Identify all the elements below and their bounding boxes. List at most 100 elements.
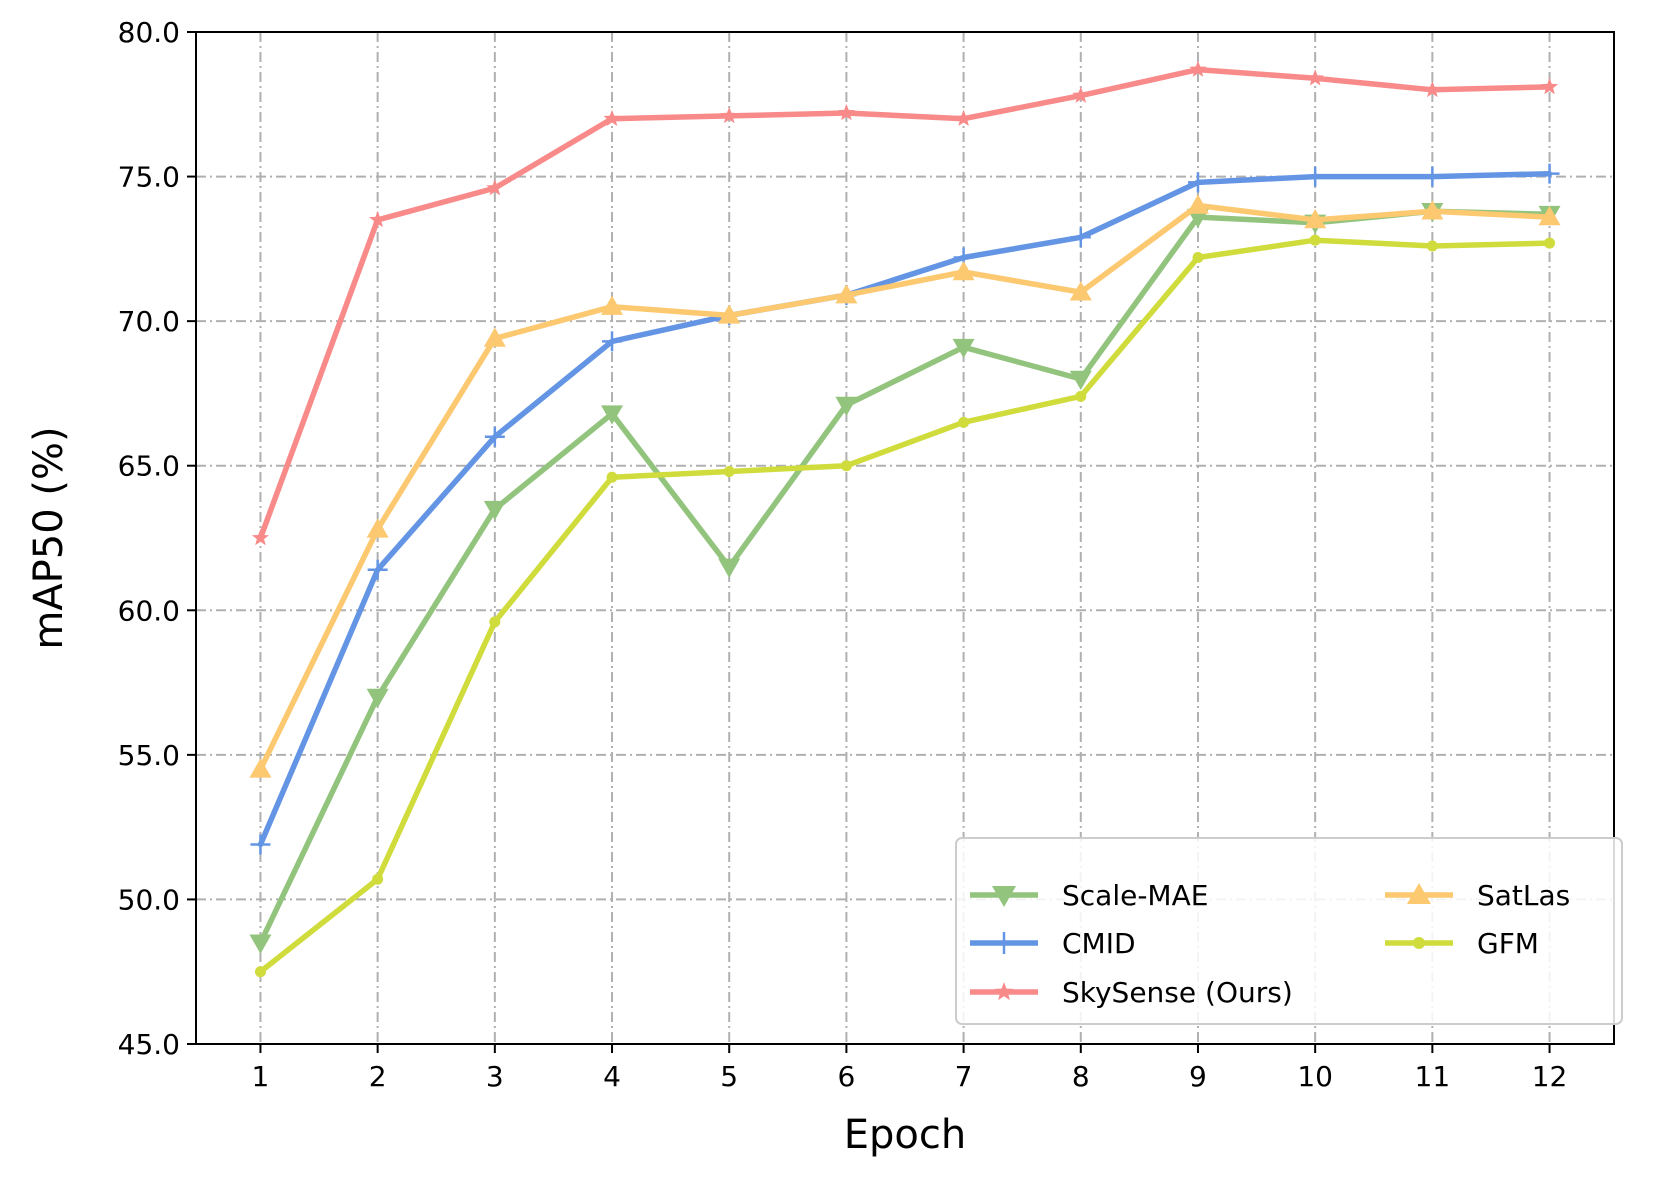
axis-ticks: 1 2 3 4 5 6 7 8 9 10 11 1245.050.055.060.065.070.07… [118,16,1568,1093]
data-point [993,932,1015,954]
x-tick-label: 12 [1532,1060,1568,1093]
data-point [601,295,624,315]
x-tick-label: 4 [603,1060,621,1093]
data-point [602,331,623,352]
x-tick-label: 9 [1189,1060,1207,1093]
x-tick-label: 2 [369,1060,387,1093]
data-point [1426,240,1438,252]
data-point [606,471,618,483]
series-line [257,66,1553,541]
legend-entry: Scale-MAE [970,879,1208,912]
data-point [1422,166,1443,187]
data-point [366,518,389,538]
data-point [835,284,858,304]
data-point [1075,390,1087,402]
data-point [1069,370,1092,390]
y-tick-label: 80.0 [118,16,180,49]
y-tick-label: 45.0 [118,1028,180,1061]
legend-box [955,837,1623,1025]
y-axis-label: mAP50 (%) [26,426,72,649]
y-tick-label: 60.0 [118,594,180,627]
data-point [1192,252,1204,264]
legend-entry: SatLas [1385,879,1570,912]
data-point [1305,166,1326,187]
data-point [484,426,505,447]
data-point [1539,163,1560,184]
data-point [1304,208,1327,229]
x-tick-label: 3 [486,1060,504,1093]
data-point [486,179,504,196]
x-tick-label: 10 [1297,1060,1333,1093]
data-point [840,460,852,472]
data-point [718,304,741,324]
data-point [489,616,501,628]
data-point [1187,172,1208,193]
series-line [257,170,1553,848]
data-point [837,103,855,121]
legend-label: Scale-MAE [1062,879,1208,912]
x-tick-label: 7 [955,1060,973,1093]
data-point [1412,936,1426,950]
data-point [369,210,387,228]
x-tick-label: 1 [252,1060,270,1093]
series-gfm [254,234,1556,978]
legend-label: CMID [1062,927,1136,960]
data-point [1421,200,1444,220]
data-point [992,886,1016,907]
legend-entry: CMID [970,927,1136,960]
data-point [952,260,975,281]
y-tick-label: 75.0 [118,161,180,194]
data-point [372,873,384,885]
data-point [603,109,621,127]
data-point [1423,80,1441,98]
x-tick-label: 5 [720,1060,738,1093]
plot-frame [195,31,1615,1045]
series-layer [249,60,1561,978]
y-tick-label: 70.0 [118,305,180,338]
data-point [601,405,624,425]
legend-entry: GFM [1385,927,1539,960]
x-axis-label: Epoch [844,1112,966,1158]
y-tick-label: 55.0 [118,739,180,772]
legend-entry: SkySense (Ours) [970,976,1293,1009]
data-point [249,934,272,954]
data-point [366,688,389,709]
data-point [254,966,266,978]
legend: Scale-MAE CMID SkySense (Ours) SatLas GFM [955,837,1623,1025]
data-point [1069,281,1092,301]
data-point [249,758,272,778]
y-tick-label: 50.0 [118,883,180,916]
data-point [1538,206,1561,226]
data-point [367,559,388,580]
data-point [1309,234,1321,246]
x-tick-label: 6 [837,1060,855,1093]
legend-label: SatLas [1477,879,1570,912]
data-point [994,982,1014,1001]
data-point [952,338,975,359]
data-point [1072,86,1090,103]
y-tick-label: 65.0 [118,450,180,483]
data-point [1186,194,1209,214]
data-point [958,416,970,428]
data-point [955,109,973,127]
legend-label: GFM [1477,927,1539,960]
series-satlas [249,194,1561,778]
data-point [1407,883,1431,904]
data-point [1306,69,1324,86]
data-point [250,834,271,855]
data-point [483,500,506,521]
series-line [257,237,1553,975]
x-tick-label: 8 [1072,1060,1090,1093]
data-point [1189,60,1207,77]
data-point [720,106,738,124]
data-point [1070,227,1091,248]
data-point [723,465,735,477]
x-tick-label: 11 [1415,1060,1451,1093]
series-skysense-ours [251,60,1559,546]
data-point [251,529,270,546]
legend-label: SkySense (Ours) [1062,976,1293,1009]
data-point [483,327,506,347]
data-point [1544,237,1556,249]
series-line [257,202,1553,773]
